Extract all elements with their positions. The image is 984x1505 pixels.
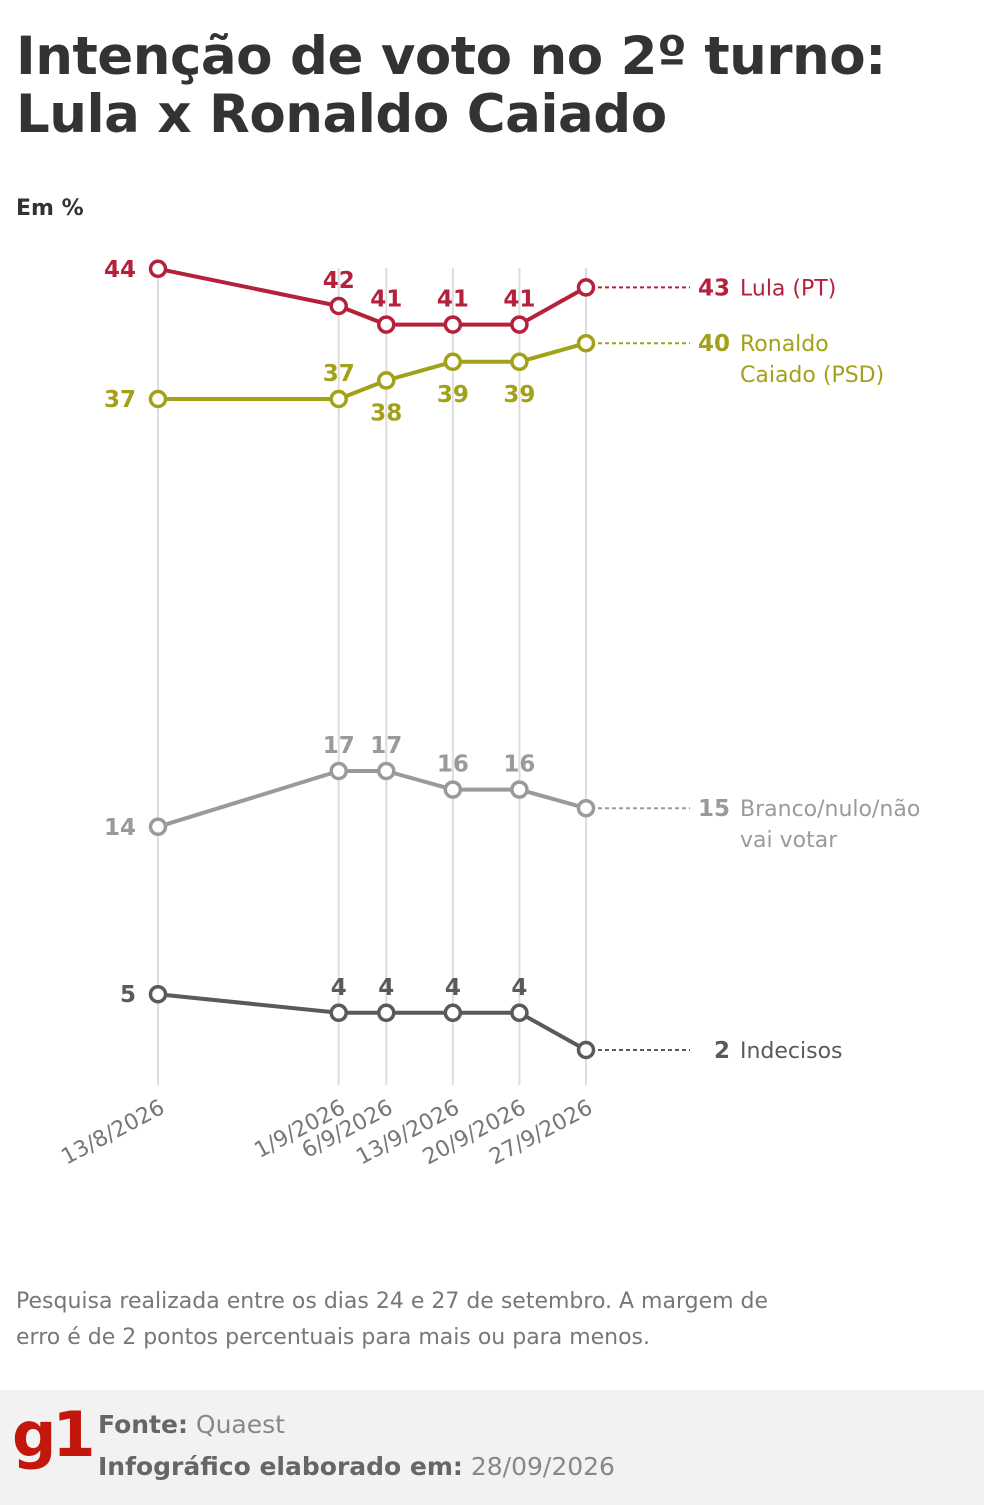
data-label: 41 [503, 287, 535, 313]
end-value-label: 43 [698, 275, 730, 301]
data-label: 17 [323, 733, 355, 759]
series-name-label: Branco/nulo/não vai votar [740, 797, 920, 853]
end-value-label: 15 [698, 796, 730, 822]
footer: g1 Fonte: Quaest Infográfico elaborado e… [0, 1390, 984, 1505]
made-label: Infográfico elaborado em: [98, 1452, 463, 1481]
made-line: Infográfico elaborado em: 28/09/2026 [98, 1452, 615, 1481]
series-line-3 [157, 992, 587, 1052]
data-label: 16 [437, 752, 469, 778]
data-label: 14 [104, 815, 136, 841]
data-label: 16 [503, 752, 535, 778]
data-point [576, 798, 596, 818]
series-name-label: Indecisos [740, 1039, 843, 1064]
data-point [443, 315, 463, 334]
data-label: 42 [323, 268, 355, 294]
data-point [148, 984, 168, 1004]
data-label: 4 [378, 975, 394, 1001]
data-point [148, 817, 168, 837]
data-label: 37 [104, 387, 136, 413]
data-point [510, 1003, 529, 1023]
series-name-line: Caiado (PSD) [740, 363, 884, 388]
chart-title: Intenção de voto no 2º turno: Lula x Ron… [16, 26, 886, 145]
series-name-label: Ronaldo Caiado (PSD) [740, 332, 884, 388]
data-label: 4 [331, 975, 347, 1001]
data-point [576, 333, 596, 353]
g1-logo: g1 [12, 1398, 96, 1471]
series-name-line: Lula (PT) [740, 276, 836, 301]
made-value: 28/09/2026 [470, 1452, 615, 1481]
data-point [576, 1040, 596, 1060]
source-label: Fonte: [98, 1410, 188, 1439]
data-label: 41 [370, 287, 402, 313]
source-line: Fonte: Quaest [98, 1410, 285, 1439]
series-name-line: vai votar [740, 828, 838, 853]
data-point [510, 352, 529, 372]
line-chart: 13/8/2026 1/9/20266/9/202613/9/202620/9/2… [57, 257, 920, 1170]
data-label: 38 [370, 400, 402, 426]
series-name-line: Branco/nulo/não [740, 797, 920, 822]
data-point [329, 1003, 348, 1023]
data-point [377, 371, 396, 390]
data-point [148, 259, 168, 279]
data-point [329, 761, 348, 781]
data-label: 44 [104, 257, 136, 283]
data-label: 37 [323, 361, 355, 387]
data-label: 4 [445, 975, 461, 1001]
data-label: 5 [120, 982, 136, 1008]
data-point [329, 389, 348, 409]
data-point [443, 352, 463, 372]
data-point [377, 1003, 396, 1023]
data-point [377, 761, 396, 781]
end-value-label: 40 [698, 331, 730, 357]
end-value-label: 2 [714, 1038, 730, 1064]
data-point [510, 780, 529, 799]
data-point [443, 1003, 463, 1023]
series-line-2 [157, 769, 587, 829]
data-label: 17 [370, 733, 402, 759]
data-label: 41 [437, 287, 469, 313]
data-label: 4 [511, 975, 527, 1001]
unit-label: Em % [16, 196, 84, 221]
data-point [329, 296, 348, 316]
series-line-0 [157, 266, 587, 327]
series-line-1 [158, 341, 587, 401]
series-name-line: Indecisos [740, 1039, 843, 1064]
x-tick-label: 13/8/2026 [57, 1095, 168, 1170]
data-point [148, 389, 168, 409]
data-label: 39 [503, 382, 535, 408]
survey-note: Pesquisa realizada entre os dias 24 e 27… [16, 1289, 769, 1350]
series-name-line: Ronaldo [740, 332, 829, 357]
data-point [510, 315, 529, 334]
series-name-label: Lula (PT) [740, 276, 836, 301]
data-label: 39 [437, 382, 469, 408]
data-point [443, 780, 463, 799]
source-value: Quaest [195, 1410, 285, 1439]
data-point [377, 315, 396, 334]
data-point [576, 278, 596, 297]
